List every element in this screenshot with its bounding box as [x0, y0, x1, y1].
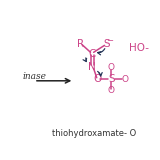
Text: O: O: [108, 63, 115, 72]
Text: −: −: [106, 36, 113, 45]
Text: S: S: [108, 74, 115, 84]
Text: O: O: [108, 86, 115, 95]
Text: inase: inase: [22, 72, 46, 81]
Text: thiohydroxamate- O: thiohydroxamate- O: [52, 129, 136, 138]
Text: R: R: [77, 39, 84, 49]
Text: O: O: [93, 74, 102, 84]
Text: O: O: [121, 75, 128, 84]
Text: HO-: HO-: [128, 43, 148, 53]
Text: N: N: [88, 62, 96, 72]
Text: C: C: [88, 49, 96, 59]
Text: S: S: [104, 39, 110, 49]
